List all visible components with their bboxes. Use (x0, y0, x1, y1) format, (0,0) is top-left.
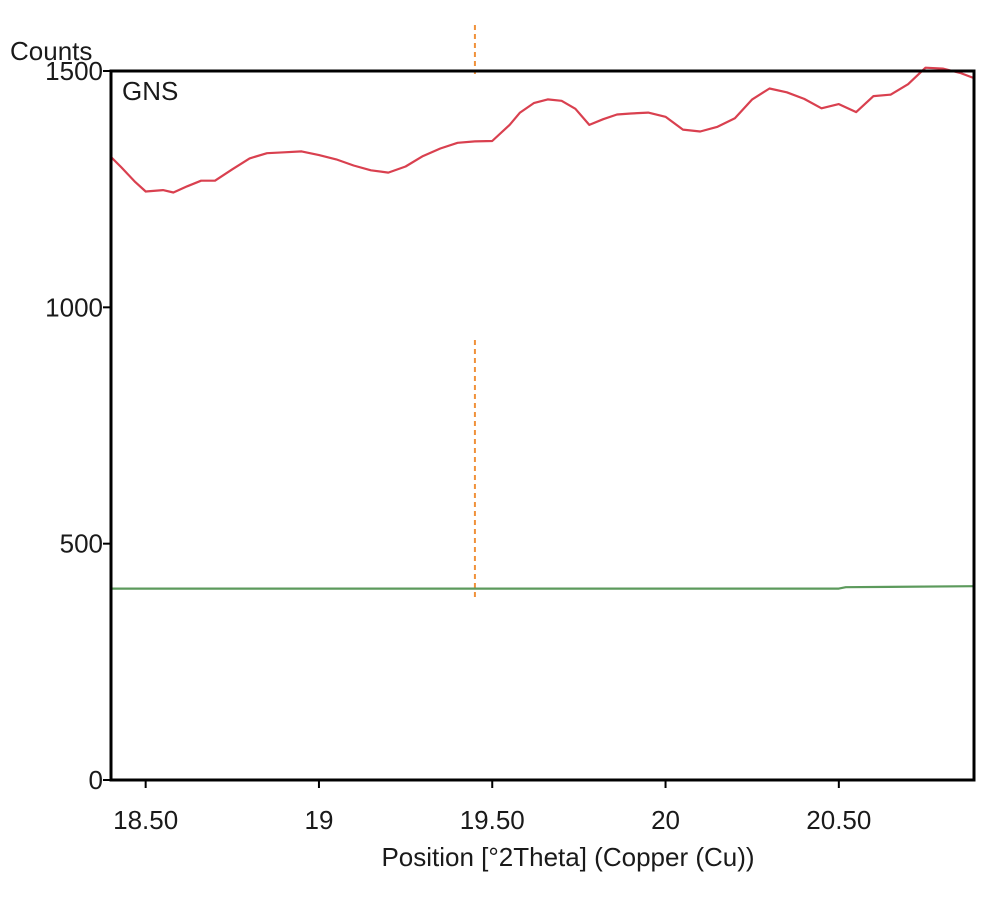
x-tick-label: 20.50 (806, 805, 871, 835)
y-tick-label: 1000 (45, 292, 103, 322)
x-tick-label: 19.50 (460, 805, 525, 835)
plot-frame (109, 69, 976, 782)
y-tick-labels: 0 500 1000 1500 (45, 56, 103, 795)
x-tick-labels: 18.50 19 19.50 20 20.50 (113, 805, 871, 835)
x-axis-title: Position [°2Theta] (Copper (Cu)) (381, 842, 754, 872)
gns-pattern-line (110, 66, 975, 194)
y-tick-label: 1500 (45, 56, 103, 86)
background-line (111, 585, 975, 590)
panel-label: GNS (122, 76, 178, 106)
y-tick-label: 500 (60, 529, 103, 559)
y-axis-title: Counts (10, 36, 92, 66)
y-tick-label: 0 (89, 765, 103, 795)
x-tick-label: 19 (304, 805, 333, 835)
data-series (110, 66, 975, 590)
x-tick-label: 20 (651, 805, 680, 835)
x-tick-label: 18.50 (113, 805, 178, 835)
